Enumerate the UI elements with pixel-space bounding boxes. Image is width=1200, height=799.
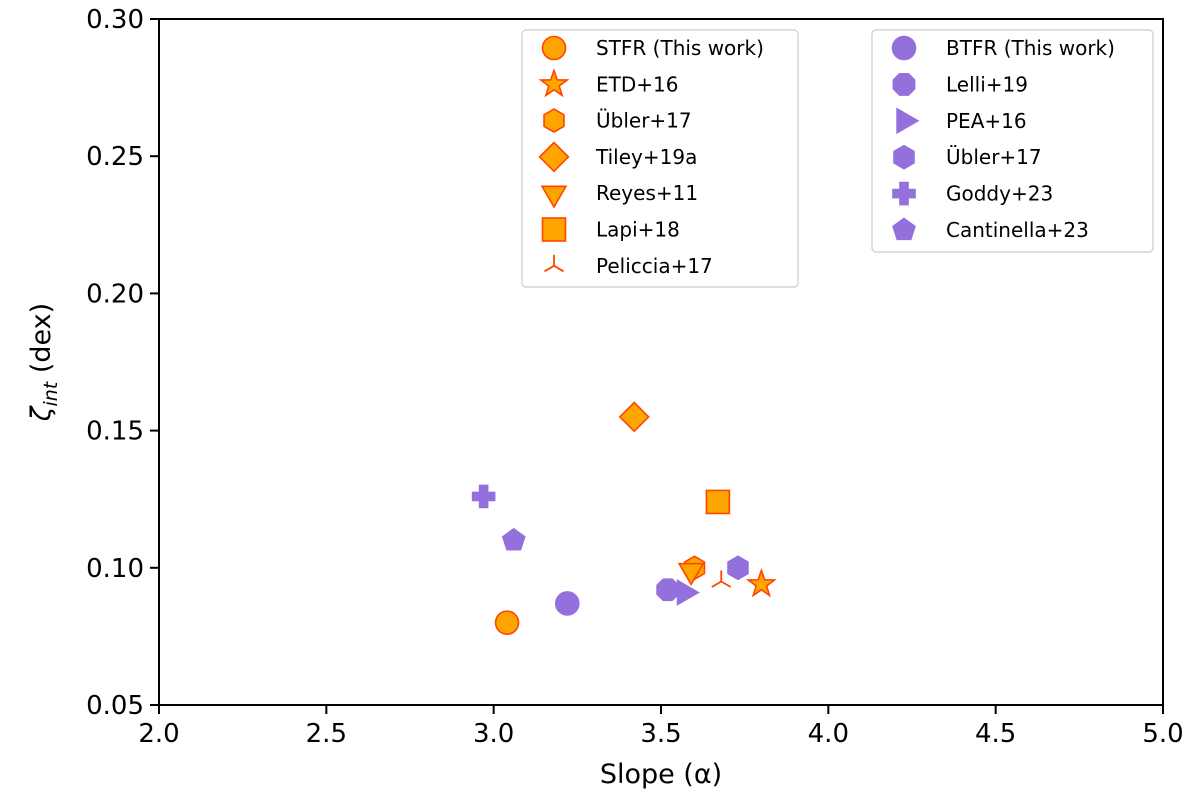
x-tick-label: 2.5 — [306, 719, 347, 749]
legend-stfr-marker-tri-up — [544, 254, 564, 273]
legend-btfr-marker-octagon — [892, 72, 916, 96]
y-tick-label: 0.30 — [86, 5, 144, 35]
x-tick-label: 3.5 — [640, 719, 681, 749]
data-point-stfr-square — [705, 489, 731, 515]
data-point-btfr-pentagon — [501, 527, 526, 551]
legend-btfr: BTFR (This work) Lelli+19 PEA+16 Übler+17 Go… — [871, 29, 1154, 253]
y-axis-subscript: int — [40, 380, 62, 406]
legend-stfr-marker-star — [538, 68, 570, 98]
legend-btfr-box — [871, 29, 1154, 253]
legend-stfr-label: Lapi+18 — [596, 218, 680, 242]
legend-btfr-label: PEA+16 — [946, 109, 1027, 133]
legend-stfr-label: ETD+16 — [596, 72, 678, 96]
y-tick-label: 0.05 — [86, 691, 144, 721]
y-axis: 0.05 0.10 0.15 0.20 0.25 0.30 — [86, 5, 159, 721]
x-tick-label: 2.0 — [138, 719, 179, 749]
x-tick-label: 4.0 — [808, 719, 849, 749]
legend-btfr-marker-pentagon — [892, 217, 916, 241]
legend-stfr-label: Peliccia+17 — [596, 254, 713, 278]
legend-btfr-marker-triangle-right — [896, 107, 920, 135]
x-axis-title: Slope (α) — [600, 759, 722, 790]
legend-stfr-label: Tiley+19a — [595, 145, 697, 169]
legend-stfr-marker-triangle-down — [540, 185, 568, 209]
legend-stfr-label: STFR (This work) — [596, 36, 764, 60]
legend-stfr-marker-diamond — [538, 141, 570, 173]
legend-stfr-marker-circle — [541, 35, 567, 61]
legend-btfr-label: Goddy+23 — [946, 182, 1053, 206]
data-point-stfr-tri-up — [711, 570, 732, 588]
data-point-btfr-circle — [554, 591, 580, 616]
data-points — [471, 401, 777, 635]
legend-stfr-box — [521, 29, 799, 288]
legend-btfr-label: Übler+17 — [946, 145, 1042, 169]
data-point-stfr-circle — [494, 610, 520, 635]
data-point-stfr-diamond — [618, 401, 650, 433]
legend-btfr-label: Lelli+19 — [946, 72, 1028, 96]
y-tick-label: 0.25 — [86, 142, 144, 172]
legend-btfr-marker-plus — [892, 181, 916, 206]
y-tick-label: 0.15 — [86, 417, 144, 447]
x-axis: 2.0 2.5 3.0 3.5 4.0 4.5 5.0 — [138, 705, 1184, 749]
y-axis-unit: (dex) — [26, 303, 57, 382]
data-point-btfr-hexagon — [727, 555, 749, 581]
legend-btfr-label: BTFR (This work) — [946, 36, 1115, 60]
data-point-stfr-star — [745, 568, 777, 598]
legend-stfr-marker-square — [541, 217, 567, 242]
y-axis-symbol: ζ — [26, 405, 57, 422]
data-point-btfr-triangle-right — [676, 579, 700, 606]
data-point-btfr-plus — [471, 484, 496, 509]
legend-stfr-marker-hexagon — [543, 108, 565, 134]
y-tick-label: 0.20 — [86, 279, 144, 309]
legend-stfr-label: Übler+17 — [596, 109, 692, 133]
legend-btfr-label: Cantinella+23 — [946, 218, 1089, 242]
y-tick-label: 0.10 — [86, 554, 144, 584]
legend-stfr: STFR (This work) ETD+16 Übler+17 Tiley+19a R… — [521, 29, 799, 288]
x-tick-label: 5.0 — [1142, 719, 1183, 749]
y-axis-title: ζint (dex) — [26, 303, 62, 422]
x-tick-label: 3.0 — [473, 719, 514, 749]
legend-stfr-label: Reyes+11 — [596, 181, 698, 205]
x-tick-label: 4.5 — [975, 719, 1016, 749]
legend-btfr-marker-circle — [891, 35, 917, 61]
data-point-btfr-octagon — [656, 578, 680, 602]
legend-btfr-marker-hexagon — [893, 144, 915, 170]
data-point-stfr-triangle-down — [677, 562, 705, 586]
